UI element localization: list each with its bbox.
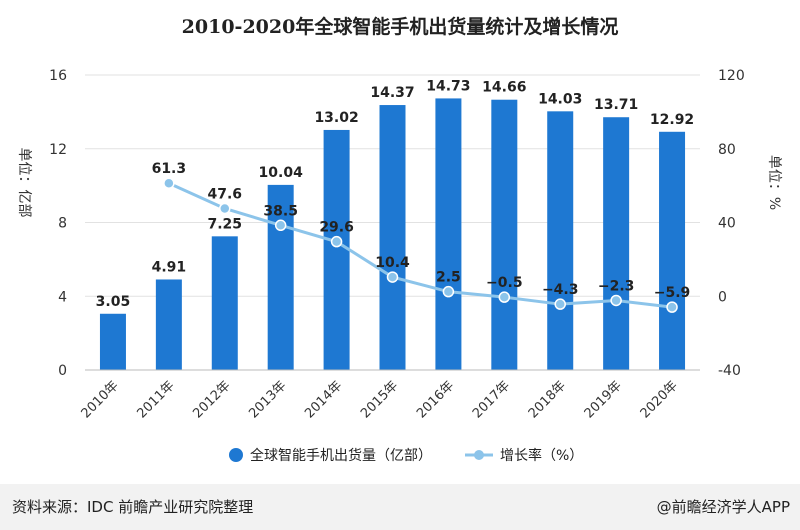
bar-value-label: 14.66 bbox=[482, 80, 526, 96]
bar-value-label: 10.04 bbox=[259, 165, 304, 181]
growth-value-label: −2.3 bbox=[598, 278, 635, 294]
bar bbox=[659, 131, 686, 370]
growth-value-label: −0.5 bbox=[486, 275, 523, 291]
bar-value-label: 13.71 bbox=[594, 97, 638, 113]
growth-value-label: −4.3 bbox=[542, 282, 579, 298]
x-tick-label: 2010年 bbox=[79, 378, 122, 421]
growth-value-label: 47.6 bbox=[207, 186, 242, 202]
growth-value-label: 10.4 bbox=[375, 255, 410, 271]
bar-value-label: 14.37 bbox=[370, 85, 414, 101]
y-left-tick-label: 12 bbox=[49, 142, 67, 158]
growth-line bbox=[163, 177, 678, 313]
growth-value-label: 29.6 bbox=[319, 220, 354, 236]
y-right-tick-label: 40 bbox=[718, 216, 736, 232]
x-tick-label: 2020年 bbox=[638, 378, 681, 421]
bar bbox=[547, 111, 574, 371]
y-left-tick-label: 0 bbox=[58, 363, 67, 379]
chart-title: 2010-2020年全球智能手机出货量统计及增长情况 bbox=[181, 16, 619, 38]
growth-point bbox=[274, 219, 287, 232]
bar-value-label: 12.92 bbox=[650, 112, 694, 128]
y-left-axis-title: 单位：亿部 bbox=[16, 148, 32, 218]
x-tick-label: 2015年 bbox=[358, 378, 401, 421]
y-right-tick-label: -40 bbox=[718, 363, 741, 379]
y-right-tick-label: 0 bbox=[718, 289, 727, 305]
x-tick-label: 2018年 bbox=[526, 378, 569, 421]
y-left-tick-label: 16 bbox=[49, 68, 67, 84]
bar-value-label: 14.73 bbox=[426, 78, 470, 94]
bar-value-label: 13.02 bbox=[314, 110, 358, 126]
bar bbox=[435, 98, 462, 371]
growth-point bbox=[330, 235, 343, 248]
legend-bar-label: 全球智能手机出货量（亿部） bbox=[250, 447, 432, 464]
growth-point bbox=[610, 294, 622, 307]
x-tick-label: 2016年 bbox=[414, 378, 457, 421]
credit-note: @前瞻经济学人APP bbox=[656, 498, 790, 516]
bar bbox=[99, 313, 126, 370]
x-tick-label: 2011年 bbox=[134, 378, 177, 421]
bar bbox=[603, 117, 630, 370]
legend-bar-swatch bbox=[229, 448, 243, 462]
bar bbox=[491, 99, 518, 371]
bar bbox=[267, 184, 294, 370]
bar bbox=[379, 105, 406, 370]
growth-point bbox=[442, 285, 455, 298]
y-left-tick-label: 4 bbox=[58, 289, 67, 305]
growth-line-path bbox=[168, 181, 673, 309]
growth-point bbox=[386, 271, 399, 283]
bars bbox=[99, 98, 686, 371]
y-right-tick-label: 120 bbox=[718, 68, 745, 84]
growth-value-label: 38.5 bbox=[263, 203, 298, 219]
x-tick-label: 2019年 bbox=[582, 378, 625, 421]
bar-value-label: 14.03 bbox=[538, 91, 582, 107]
chart: 3.05 4.91 7.25 10.04 13.02 14.37 14.73 14.66 14.… bbox=[16, 68, 782, 464]
x-tick-label: 2012年 bbox=[190, 378, 233, 421]
growth-point bbox=[554, 298, 566, 310]
data-labels: 3.05 4.91 7.25 10.04 13.02 14.37 14.73 14.66 14.… bbox=[96, 78, 695, 309]
bar bbox=[155, 279, 182, 370]
growth-point bbox=[163, 177, 175, 189]
bar-value-label: 7.25 bbox=[207, 216, 242, 232]
growth-value-label: 2.5 bbox=[436, 270, 461, 286]
x-tick-label: 2014年 bbox=[302, 378, 345, 421]
y-right-axis-title: 单位：% bbox=[766, 155, 782, 210]
footer-bar bbox=[0, 484, 800, 530]
growth-value-label: 61.3 bbox=[152, 161, 187, 177]
source-note: 资料来源：IDC 前瞻产业研究院整理 bbox=[12, 498, 254, 516]
growth-value-label: −5.9 bbox=[654, 285, 691, 301]
growth-point bbox=[219, 202, 231, 215]
x-tick-label: 2017年 bbox=[470, 378, 513, 421]
bar bbox=[211, 236, 238, 370]
x-tick-label: 2013年 bbox=[246, 378, 289, 421]
bar-value-label: 4.91 bbox=[152, 259, 187, 275]
growth-point bbox=[498, 291, 511, 303]
legend-line-marker bbox=[474, 450, 484, 460]
y-left-tick-label: 8 bbox=[58, 216, 67, 232]
y-right-tick-label: 80 bbox=[718, 142, 736, 158]
legend: 全球智能手机出货量（亿部） 增长率（%） bbox=[229, 447, 583, 464]
bar bbox=[323, 129, 350, 370]
legend-line-label: 增长率（%） bbox=[500, 447, 583, 464]
growth-point bbox=[666, 301, 678, 313]
bar-value-label: 3.05 bbox=[96, 294, 131, 310]
